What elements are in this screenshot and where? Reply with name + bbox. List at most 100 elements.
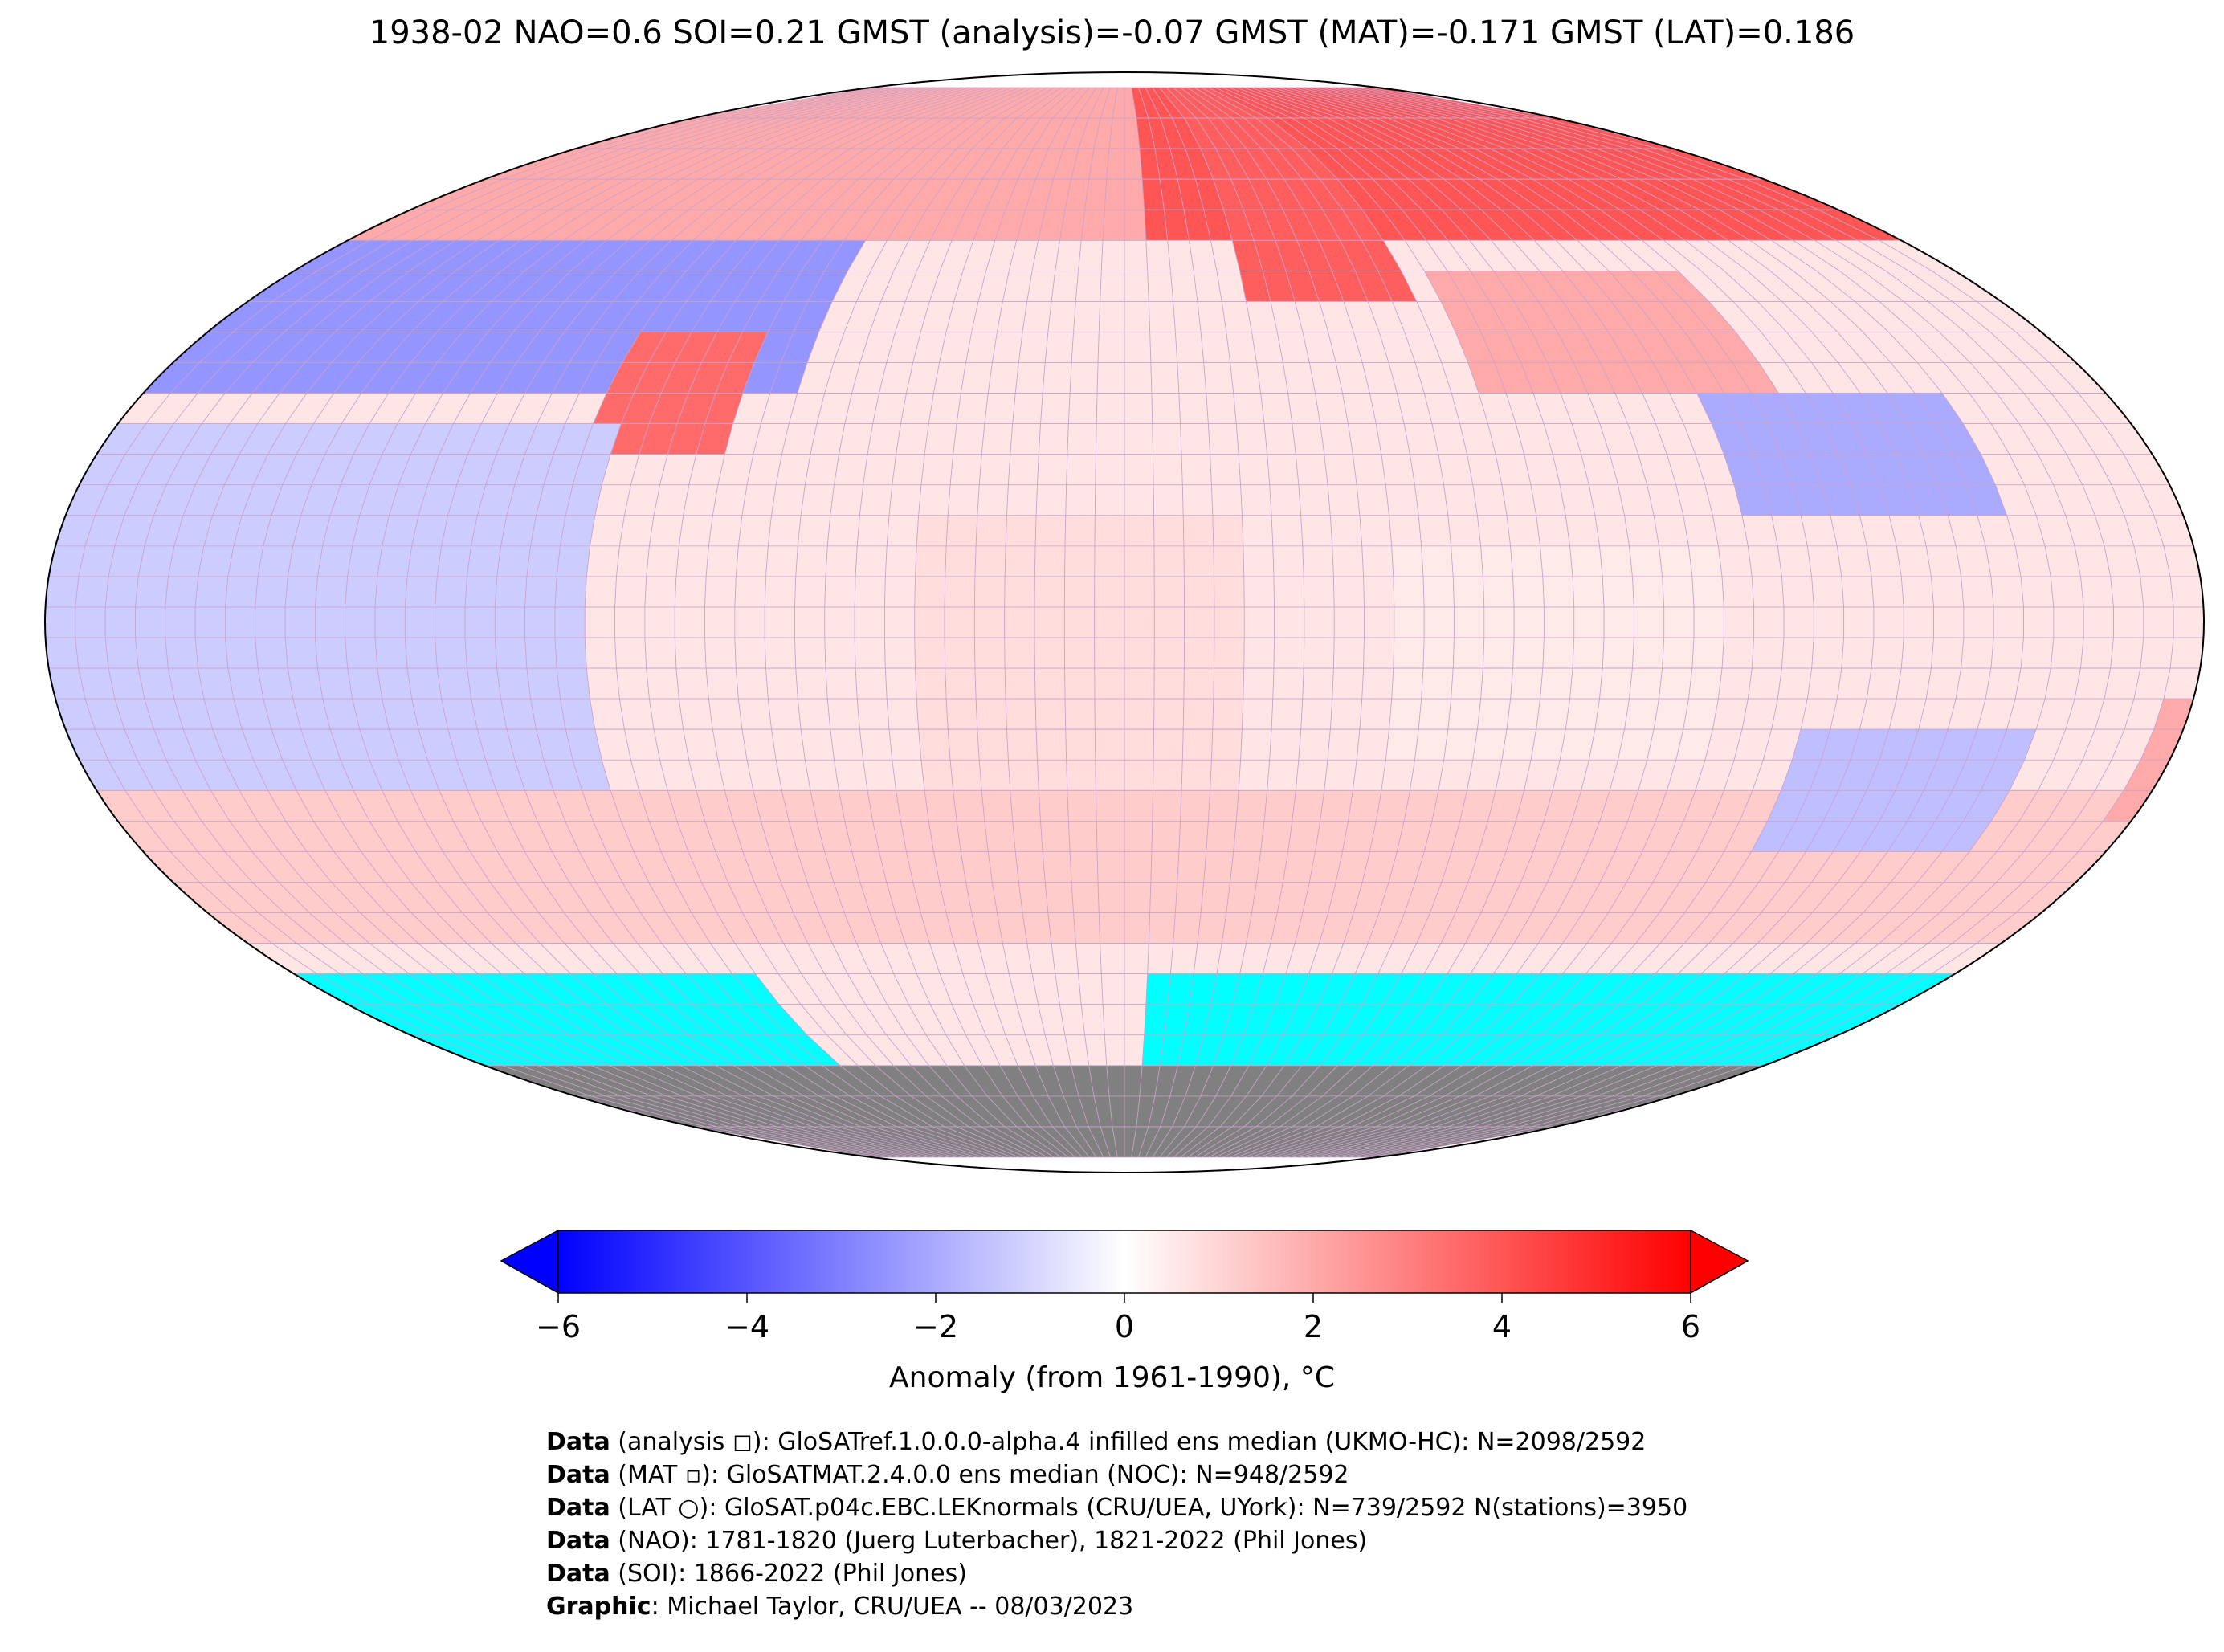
grid-cell <box>1443 484 1478 516</box>
grid-cell <box>704 576 737 608</box>
grid-cell <box>317 545 353 577</box>
grid-cell <box>991 332 1023 363</box>
grid-cell <box>1540 667 1573 700</box>
grid-cell <box>1147 943 1174 975</box>
grid-cell <box>960 362 993 394</box>
grid-cell <box>1683 515 1719 547</box>
grid-cell <box>996 301 1028 332</box>
grid-cell <box>1203 851 1234 883</box>
grid-cell <box>1443 728 1478 761</box>
grid-cell <box>194 606 226 638</box>
grid-cell <box>1012 820 1043 852</box>
grid-cell <box>1102 209 1125 241</box>
grid-cell <box>1051 943 1079 975</box>
grid-cell <box>1153 606 1185 638</box>
grid-cell <box>1333 576 1365 608</box>
grid-cell <box>314 606 346 638</box>
grid-cell <box>1178 393 1209 425</box>
grid-cell <box>984 820 1016 852</box>
grid-cell <box>464 606 496 638</box>
credit-line-text: (SOI): 1866-2022 (Phil Jones) <box>610 1560 967 1588</box>
grid-cell <box>1181 759 1212 791</box>
grid-cell <box>884 606 916 638</box>
grid-cell <box>1148 912 1176 944</box>
grid-cell <box>1573 606 1605 638</box>
grid-cell <box>1078 239 1104 271</box>
grid-cell <box>554 637 587 669</box>
grid-cell <box>1599 545 1633 577</box>
grid-cell <box>648 698 684 730</box>
grid-cell <box>1097 332 1125 363</box>
grid-cell <box>590 515 625 547</box>
grid-cell <box>1985 545 2022 577</box>
grid-cell <box>884 576 916 608</box>
map-title: 1938-02 NAO=0.6 SOI=0.21 GMST (analysis)… <box>369 14 1855 51</box>
grid-cell <box>1501 728 1537 761</box>
grid-cell <box>104 606 136 638</box>
grid-cell <box>974 545 1006 577</box>
grid-cell <box>953 423 985 455</box>
grid-cell <box>1124 728 1155 761</box>
grid-cell <box>1010 789 1041 822</box>
grid-cell <box>834 454 868 486</box>
grid-cell <box>1005 515 1037 547</box>
credit-line-label: Data <box>546 1428 610 1456</box>
colorbar <box>500 1229 1749 1303</box>
grid-cell <box>1777 667 1813 700</box>
grid-cell <box>797 698 831 730</box>
grid-cell <box>406 667 443 700</box>
grid-cell <box>1213 545 1245 577</box>
grid-cell <box>834 759 868 791</box>
grid-cell <box>1075 270 1102 302</box>
grid-cell <box>1124 912 1151 944</box>
grid-cell <box>1073 301 1101 332</box>
grid-cell <box>953 789 985 822</box>
grid-cell <box>1034 576 1065 608</box>
grid-cell <box>674 637 707 669</box>
grid-cell <box>1298 484 1331 516</box>
grid-cell <box>1990 576 2025 608</box>
grid-cell <box>1183 667 1215 700</box>
grid-cell <box>1044 882 1075 913</box>
grid-cell <box>1047 301 1076 332</box>
grid-cell <box>1242 698 1274 730</box>
grid-cell <box>1124 1034 1145 1067</box>
grid-cell <box>1066 454 1096 486</box>
grid-cell <box>1124 606 1155 638</box>
grid-cell <box>1066 759 1096 791</box>
grid-cell <box>1067 789 1097 822</box>
grid-cell <box>435 576 467 608</box>
grid-cell <box>974 606 1006 638</box>
grid-cell <box>705 667 739 700</box>
grid-cell <box>924 789 957 822</box>
grid-cell <box>1320 423 1353 455</box>
grid-cell <box>586 545 620 577</box>
grid-cell <box>1242 515 1274 547</box>
grid-cell <box>1896 667 1932 700</box>
grid-cell <box>560 698 596 730</box>
grid-cell <box>981 423 1014 455</box>
grid-cell <box>2053 606 2084 638</box>
grid-cell <box>1955 667 1992 700</box>
grid-cell <box>1813 606 1845 638</box>
grid-cell <box>1866 667 1902 700</box>
grid-cell <box>1226 332 1258 363</box>
grid-cell <box>1389 515 1422 547</box>
grid-cell <box>1004 667 1036 700</box>
grid-cell <box>467 667 502 700</box>
grid-cell <box>892 454 925 486</box>
grid-cell <box>2023 606 2055 638</box>
grid-cell <box>1211 484 1243 516</box>
grid-cell <box>1073 912 1101 944</box>
grid-cell <box>1327 728 1361 761</box>
grid-cell <box>1421 545 1454 577</box>
grid-cell <box>1302 545 1334 577</box>
grid-cell <box>775 454 811 486</box>
grid-cell <box>981 789 1014 822</box>
grid-cell <box>1691 576 1724 608</box>
grid-cell <box>956 393 989 425</box>
grid-cell <box>1153 454 1183 486</box>
credit-line-label: Data <box>546 1494 610 1522</box>
grid-cell <box>1124 759 1154 791</box>
grid-cell <box>1693 606 1724 638</box>
